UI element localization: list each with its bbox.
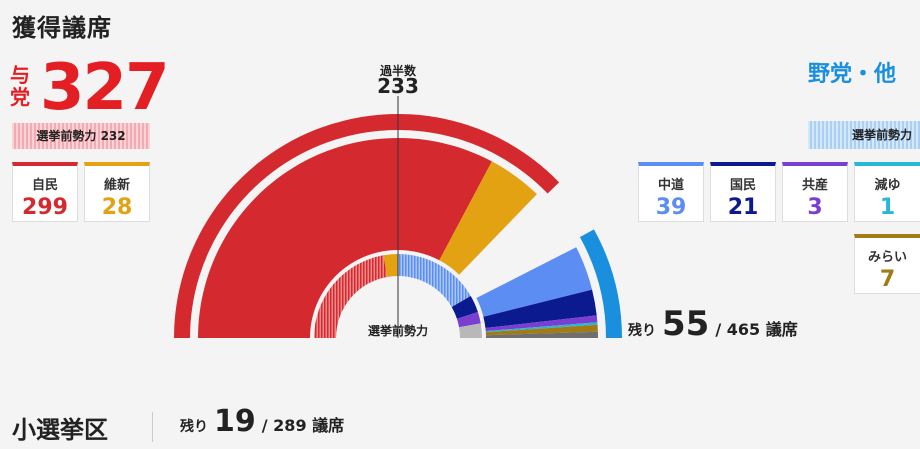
- district-total: 289: [273, 416, 307, 435]
- remaining-sep: /: [715, 320, 722, 339]
- arc-mirai: [485, 324, 598, 336]
- remaining-unit: 議席: [765, 320, 798, 339]
- prev-arc-ishin: [383, 254, 398, 277]
- arc-kokumin: [483, 289, 597, 329]
- district-title: 小選挙区: [12, 416, 108, 444]
- majority-value: 233: [377, 74, 419, 98]
- remaining-total: 465: [726, 320, 761, 339]
- party-card-chudo[interactable]: 中道 39: [638, 162, 704, 222]
- opposition-outer-band: [579, 229, 622, 338]
- party-name: 自民: [31, 178, 58, 193]
- party-name: 減ゆ: [874, 178, 901, 193]
- party-card-genyu[interactable]: 減ゆ 1: [854, 162, 920, 222]
- district-unit: 議席: [312, 416, 345, 435]
- ruling-prev-strength: 選挙前勢力 232: [12, 123, 150, 149]
- page-title: 獲得議席: [12, 14, 112, 42]
- party-seats: 3: [807, 195, 823, 220]
- remaining-prefix: 残り: [628, 323, 656, 339]
- party-seats: 28: [101, 195, 133, 220]
- district-value: 19: [214, 404, 256, 439]
- district-divider: [152, 412, 153, 442]
- remaining-seats: 残り 55 / 465 議席: [628, 304, 798, 344]
- ruling-label: 与党: [10, 63, 30, 109]
- prev-arc-chudo: [398, 254, 471, 307]
- district-sep-text: /: [261, 416, 268, 435]
- party-name: 維新: [103, 178, 130, 193]
- prev-arc-kokumin: [451, 296, 478, 319]
- party-card-mirai[interactable]: みらい 7: [854, 234, 920, 294]
- arc-genyu: [485, 322, 598, 333]
- opposition-prev-label: 選挙前勢力: [852, 128, 913, 142]
- party-card-kokumin[interactable]: 国民 21: [710, 162, 776, 222]
- party-seats: 299: [22, 195, 68, 220]
- prev-arc-kyosan: [456, 312, 481, 328]
- party-card-jimin[interactable]: 自民 299: [12, 162, 78, 222]
- party-name: 共産: [801, 178, 828, 193]
- district-prefix: 残り: [180, 419, 208, 435]
- party-card-ishin[interactable]: 維新 28: [84, 162, 150, 222]
- party-name: 国民: [729, 178, 756, 193]
- arc-kyosan: [485, 315, 598, 332]
- majority-label: 過半数: [379, 64, 416, 78]
- arc-chudo: [476, 247, 593, 317]
- arc-ishin: [439, 161, 537, 275]
- party-card-kyosan[interactable]: 共産 3: [782, 162, 848, 222]
- arc-jimin: [198, 137, 492, 338]
- ruling-prev-label: 選挙前勢力: [36, 129, 97, 143]
- opposition-label: 野党・他: [808, 62, 896, 88]
- prev-arc-ruling: [314, 255, 388, 338]
- party-seats: 1: [879, 195, 896, 220]
- arc-other: [485, 331, 598, 338]
- ruling-prev-value: 232: [100, 129, 126, 143]
- prev-arc-other: [459, 323, 482, 338]
- ruling-total: 327: [40, 51, 170, 125]
- district-remaining: 残り 19 / 289 議席: [180, 404, 344, 439]
- party-seats: 21: [727, 195, 759, 220]
- opposition-label-text: 野党・他: [808, 62, 897, 87]
- center-prev-label: 選挙前勢力: [367, 324, 428, 338]
- party-name: 中道: [657, 178, 684, 193]
- remaining-value: 55: [662, 304, 710, 344]
- ruling-outer-band: [174, 113, 560, 338]
- party-seats: 7: [879, 267, 896, 292]
- opposition-prev-strength: 選挙前勢力: [808, 121, 920, 149]
- party-name: みらい: [867, 250, 907, 265]
- party-seats: 39: [655, 195, 687, 220]
